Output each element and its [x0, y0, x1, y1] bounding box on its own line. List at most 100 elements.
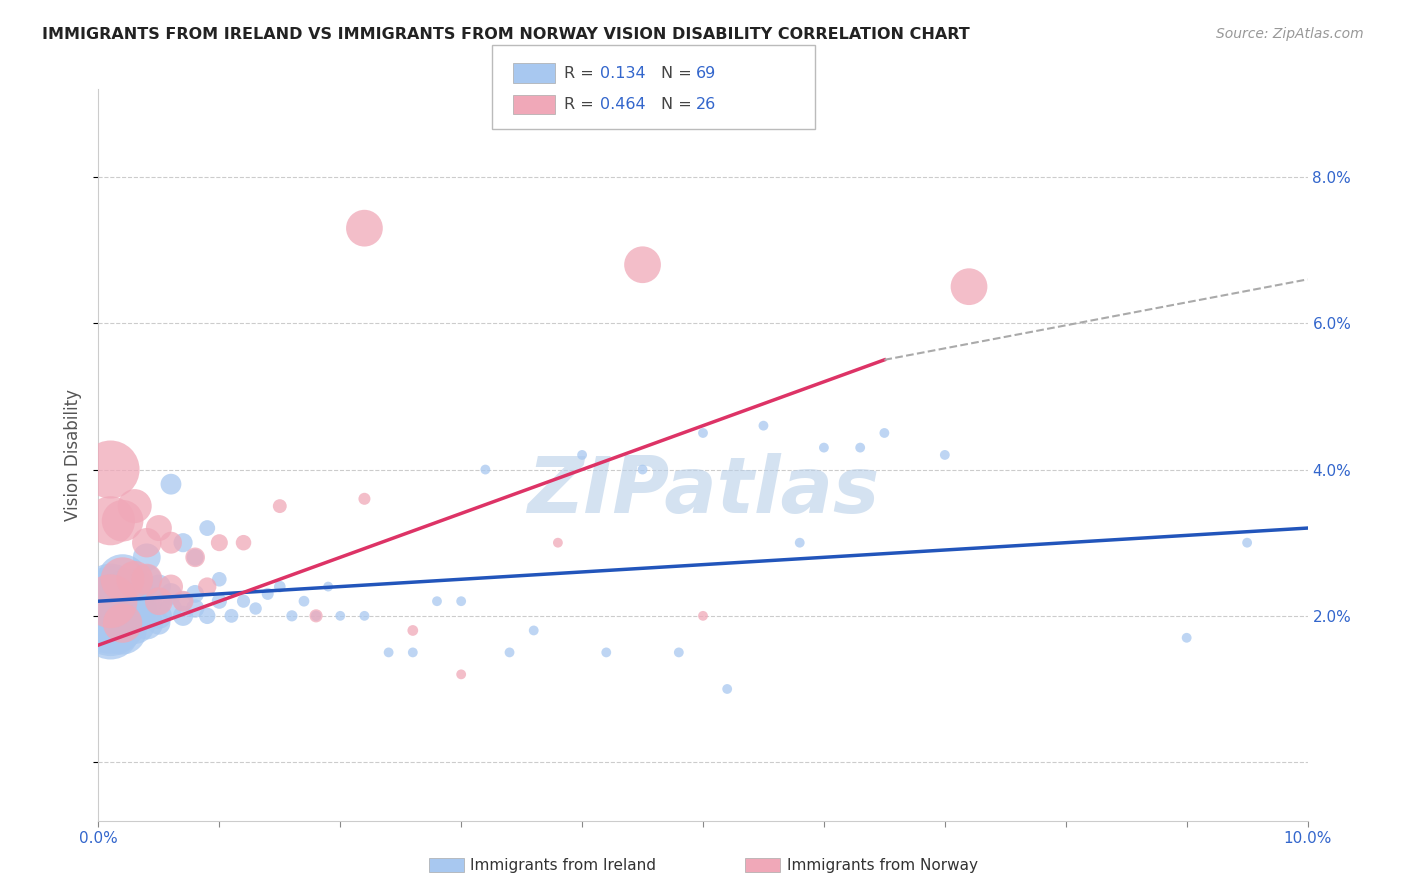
Point	[426, 594, 449, 608]
Point	[135, 594, 157, 608]
Point	[124, 616, 146, 631]
Point	[353, 608, 375, 623]
Point	[269, 499, 291, 513]
Point	[595, 645, 617, 659]
Point	[135, 572, 157, 586]
Point	[135, 616, 157, 631]
Point	[474, 462, 496, 476]
Point	[111, 608, 134, 623]
Point	[148, 580, 170, 594]
Point	[100, 601, 122, 615]
Point	[752, 418, 775, 433]
Text: N =: N =	[661, 97, 697, 112]
Point	[281, 608, 304, 623]
Point	[305, 608, 328, 623]
Point	[571, 448, 593, 462]
Point	[184, 587, 207, 601]
Text: Source: ZipAtlas.com: Source: ZipAtlas.com	[1216, 27, 1364, 41]
Text: N =: N =	[661, 66, 697, 80]
Point	[172, 594, 194, 608]
Text: 69: 69	[696, 66, 716, 80]
Point	[160, 587, 183, 601]
Text: IMMIGRANTS FROM IRELAND VS IMMIGRANTS FROM NORWAY VISION DISABILITY CORRELATION : IMMIGRANTS FROM IRELAND VS IMMIGRANTS FR…	[42, 27, 970, 42]
Point	[523, 624, 546, 638]
Point	[111, 594, 134, 608]
Point	[148, 521, 170, 535]
Text: R =: R =	[564, 97, 599, 112]
Text: ZIPatlas: ZIPatlas	[527, 453, 879, 530]
Point	[111, 572, 134, 586]
Point	[1236, 535, 1258, 549]
Point	[148, 594, 170, 608]
Text: R =: R =	[564, 66, 599, 80]
Point	[124, 608, 146, 623]
Point	[172, 594, 194, 608]
Point	[195, 608, 218, 623]
Y-axis label: Vision Disability: Vision Disability	[65, 389, 83, 521]
Point	[135, 535, 157, 549]
Point	[100, 594, 122, 608]
Point	[100, 462, 122, 476]
Point	[148, 594, 170, 608]
Point	[100, 624, 122, 638]
Text: 0.134: 0.134	[600, 66, 645, 80]
Point	[184, 550, 207, 565]
Point	[305, 608, 328, 623]
Point	[208, 535, 231, 549]
Point	[221, 608, 243, 623]
Point	[100, 587, 122, 601]
Text: 26: 26	[696, 97, 716, 112]
Point	[450, 594, 472, 608]
Point	[160, 535, 183, 549]
Point	[873, 425, 896, 440]
Point	[135, 572, 157, 586]
Point	[184, 601, 207, 615]
Point	[172, 608, 194, 623]
Point	[111, 616, 134, 631]
Point	[631, 462, 654, 476]
Point	[402, 645, 425, 659]
Point	[100, 616, 122, 631]
Point	[329, 608, 352, 623]
Point	[160, 580, 183, 594]
Text: Immigrants from Ireland: Immigrants from Ireland	[470, 858, 655, 872]
Point	[450, 667, 472, 681]
Point	[160, 601, 183, 615]
Point	[547, 535, 569, 549]
Point	[208, 594, 231, 608]
Point	[269, 580, 291, 594]
Point	[402, 624, 425, 638]
Point	[124, 594, 146, 608]
Point	[111, 572, 134, 586]
Point	[692, 608, 714, 623]
Point	[256, 587, 278, 601]
Point	[208, 572, 231, 586]
Point	[111, 624, 134, 638]
Text: 0.464: 0.464	[600, 97, 645, 112]
Point	[849, 441, 872, 455]
Point	[692, 425, 714, 440]
Point	[124, 572, 146, 586]
Point	[232, 535, 254, 549]
Point	[353, 491, 375, 506]
Point	[135, 550, 157, 565]
Point	[148, 616, 170, 631]
Point	[957, 279, 980, 293]
Point	[100, 594, 122, 608]
Point	[148, 608, 170, 623]
Point	[100, 514, 122, 528]
Point	[184, 550, 207, 565]
Point	[498, 645, 520, 659]
Text: Immigrants from Norway: Immigrants from Norway	[787, 858, 979, 872]
Point	[124, 580, 146, 594]
Point	[111, 587, 134, 601]
Point	[124, 601, 146, 615]
Point	[195, 521, 218, 535]
Point	[377, 645, 399, 659]
Point	[668, 645, 690, 659]
Point	[160, 477, 183, 491]
Point	[100, 608, 122, 623]
Point	[316, 580, 339, 594]
Point	[232, 594, 254, 608]
Point	[813, 441, 835, 455]
